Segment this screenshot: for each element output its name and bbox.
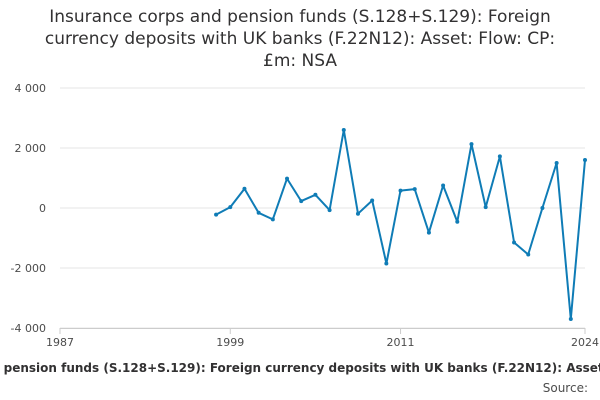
data-point[interactable]	[341, 128, 346, 132]
y-tick-label: 2 000	[15, 142, 47, 155]
data-point[interactable]	[313, 192, 318, 197]
data-point[interactable]	[583, 158, 587, 162]
data-point[interactable]	[455, 219, 460, 224]
data-point[interactable]	[412, 187, 417, 192]
data-point[interactable]	[384, 261, 389, 266]
data-point[interactable]	[327, 208, 332, 213]
chart-caption: Insurance corps and pension funds (S.128…	[0, 361, 600, 375]
data-point[interactable]	[483, 205, 488, 210]
data-point[interactable]	[214, 212, 219, 217]
data-point[interactable]	[370, 198, 375, 203]
x-tick-label: 1987	[46, 336, 74, 349]
x-tick-label: 2011	[387, 336, 415, 349]
data-point[interactable]	[426, 230, 431, 235]
data-point[interactable]	[242, 186, 247, 191]
data-point[interactable]	[441, 183, 446, 188]
x-tick-label: 1999	[216, 336, 244, 349]
x-tick-label: 2024	[571, 336, 599, 349]
y-tick-label: 4 000	[15, 82, 47, 95]
data-point[interactable]	[270, 217, 275, 222]
data-point[interactable]	[256, 210, 261, 215]
y-axis-ticks: -4 000 -2 000 0 2 000 4 000	[11, 82, 46, 335]
data-point[interactable]	[497, 154, 502, 159]
caption-bar: Insurance corps and pension funds (S.128…	[0, 361, 600, 381]
data-point[interactable]	[540, 206, 545, 210]
data-point[interactable]	[398, 188, 403, 193]
x-axis-ticks: 1987 1999 2011 2024	[46, 328, 599, 349]
chart-title: Insurance corps and pension funds (S.128…	[44, 7, 556, 71]
y-tick-label: -2 000	[11, 262, 46, 275]
data-point[interactable]	[469, 142, 474, 147]
data-point[interactable]	[228, 205, 233, 210]
data-point[interactable]	[299, 199, 304, 204]
data-point[interactable]	[512, 240, 517, 245]
data-point[interactable]	[554, 161, 559, 165]
gridlines	[60, 87, 585, 329]
data-point[interactable]	[526, 252, 531, 257]
y-tick-label: 0	[39, 202, 46, 215]
series-line	[215, 129, 586, 320]
data-point[interactable]	[355, 211, 360, 216]
data-point[interactable]	[568, 317, 573, 321]
data-point[interactable]	[285, 176, 290, 181]
y-tick-label: -4 000	[11, 322, 46, 335]
source-label: Source:	[542, 381, 588, 395]
series-layer	[214, 128, 587, 321]
